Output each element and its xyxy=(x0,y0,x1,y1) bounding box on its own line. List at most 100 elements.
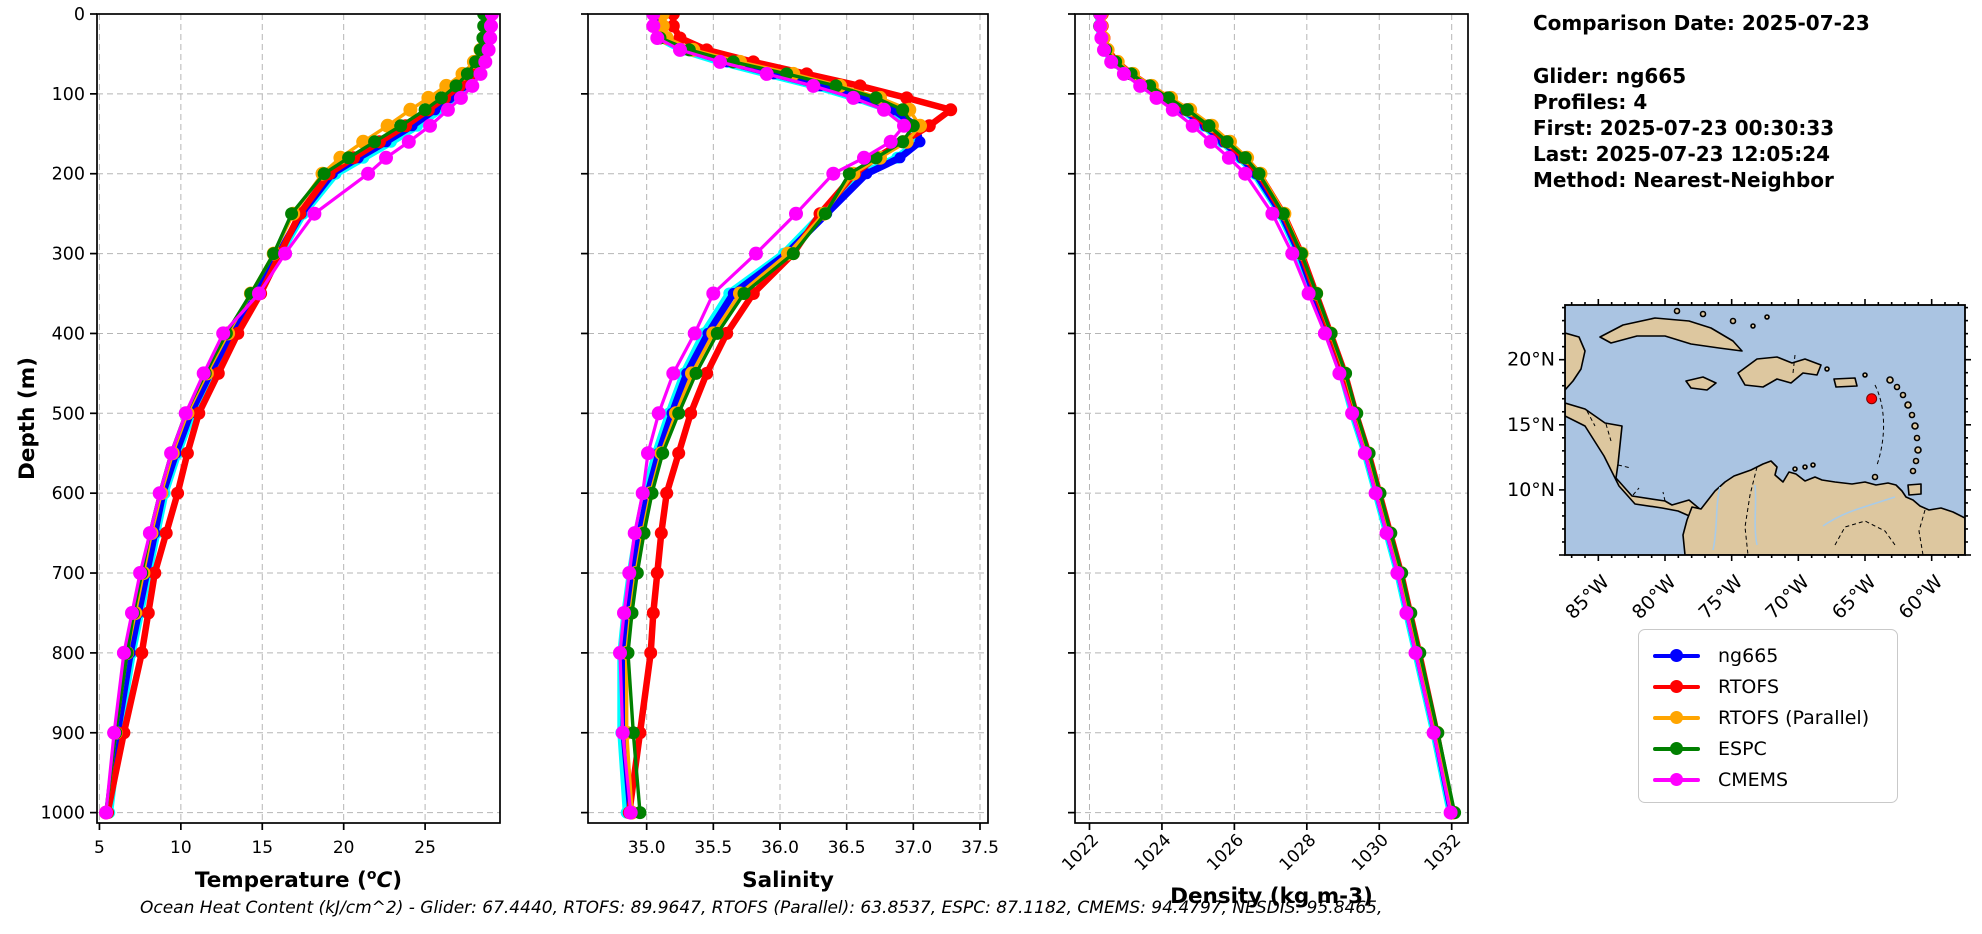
series-marker-rtofs xyxy=(644,646,658,660)
series-marker-espc xyxy=(672,406,686,420)
legend-label: ESPC xyxy=(1718,737,1767,760)
series-marker-cmems xyxy=(646,14,661,21)
series-marker-cmems xyxy=(1357,446,1372,461)
axes-frame xyxy=(1074,13,1469,824)
series-marker-rtofs xyxy=(900,91,914,105)
map-lon-label: 75°W xyxy=(1695,571,1748,624)
series-marker-cmems xyxy=(116,645,131,660)
series-marker-cmems xyxy=(1203,134,1218,149)
series-marker-cmems xyxy=(465,78,480,93)
series-marker-cmems xyxy=(877,102,891,117)
series-marker-cmems xyxy=(713,54,727,69)
series-marker-cmems xyxy=(484,14,499,21)
map-frame xyxy=(1564,304,1966,556)
series-marker-cmems xyxy=(617,606,631,620)
series-marker-rtofs xyxy=(159,526,173,540)
x-tick-label: 1032 xyxy=(1421,830,1466,875)
legend: ng665 RTOFS RTOFS (Parallel) ESPC CMEMS xyxy=(1638,629,1898,803)
x-tick-label: 1030 xyxy=(1348,830,1393,875)
x-tick-label: 20 xyxy=(333,838,355,858)
series-marker-espc xyxy=(317,167,331,181)
legend-item-ng665: ng665 xyxy=(1653,640,1897,671)
series-marker-cmems xyxy=(627,526,642,541)
series-marker-cmems xyxy=(484,19,498,33)
series-marker-espc xyxy=(342,151,356,165)
info-first: First: 2025-07-23 00:30:33 xyxy=(1533,116,1835,140)
x-tick-label: 35.0 xyxy=(628,838,666,858)
series-marker-rtofs xyxy=(211,366,225,380)
map-ticks xyxy=(1559,299,1971,561)
x-tick-label: 35.5 xyxy=(694,838,732,858)
legend-swatch-cmems xyxy=(1653,773,1700,786)
series-marker-espc xyxy=(1276,207,1290,221)
series-marker-espc xyxy=(449,79,463,93)
series-marker-cmems xyxy=(1408,645,1423,660)
legend-label: CMEMS xyxy=(1718,768,1789,791)
legend-swatch-rtofs xyxy=(1653,680,1700,693)
x-tick-label: 1024 xyxy=(1131,830,1176,875)
series-marker-espc xyxy=(869,151,883,165)
series-marker-cmems xyxy=(1104,54,1119,69)
series-marker-cmems xyxy=(1094,31,1109,45)
series-marker-cmems xyxy=(650,31,665,45)
series-marker-cmems xyxy=(401,134,416,149)
series-marker-cmems xyxy=(1390,566,1405,580)
series-marker-cmems xyxy=(613,645,627,660)
x-tick-label: 36.0 xyxy=(761,838,799,858)
series-marker-cmems xyxy=(216,326,231,341)
legend-label: RTOFS xyxy=(1718,675,1780,698)
series-marker-rtofs xyxy=(192,406,206,420)
series-marker-rtofs xyxy=(646,606,660,620)
series-marker-espc xyxy=(842,167,856,181)
series-marker-cmems xyxy=(857,150,871,165)
series-marker-cmems xyxy=(1116,66,1131,81)
series-marker-cmems xyxy=(846,90,861,105)
series-marker-cmems xyxy=(635,486,650,501)
series-marker-cmems xyxy=(651,406,666,421)
y-tick-label: 900 xyxy=(52,724,85,744)
info-panel: Comparison Date: 2025-07-23 Glider: ng66… xyxy=(1533,10,1870,193)
temperature-profile: 5 10 15 20 25 0 100 200 300 400 500 600 700 800 900 100… xyxy=(40,5,501,893)
series-marker-cmems xyxy=(1097,42,1111,57)
series-marker-espc xyxy=(434,91,448,105)
series-marker-rtofs xyxy=(171,486,185,500)
series-marker-cmems xyxy=(1265,206,1280,221)
map-lat-label: 15°N xyxy=(1507,414,1555,436)
series-marker-cmems xyxy=(883,134,898,149)
series-marker-cmems xyxy=(483,31,498,45)
series-marker-rtofs xyxy=(944,103,958,117)
series-marker-cmems xyxy=(1443,805,1458,820)
series-marker-cmems xyxy=(1345,406,1360,421)
y-tick-label: 500 xyxy=(52,404,85,424)
legend-item-espc: ESPC xyxy=(1653,733,1897,764)
series-marker-cmems xyxy=(1332,366,1347,381)
series-marker-cmems xyxy=(706,286,721,301)
series-marker-cmems xyxy=(1285,246,1300,261)
info-method: Method: Nearest-Neighbor xyxy=(1533,168,1834,192)
series-marker-espc xyxy=(710,326,724,340)
x-tick-label: 1022 xyxy=(1058,830,1103,875)
series-marker-cmems xyxy=(107,725,122,740)
y-tick-label: 100 xyxy=(52,85,85,105)
series-marker-espc xyxy=(869,91,883,105)
map-lon-label: 60°W xyxy=(1895,571,1948,624)
series-marker-cmems xyxy=(897,118,911,133)
series-marker-espc xyxy=(418,103,432,117)
map-lon-label: 65°W xyxy=(1828,571,1881,624)
x-axis-label: Temperature (oC) xyxy=(195,867,402,893)
series-marker-espc xyxy=(1252,167,1266,181)
series-marker-rtofs xyxy=(148,566,162,580)
series-marker-cmems xyxy=(749,246,763,261)
map-lat-label: 20°N xyxy=(1507,349,1555,371)
y-tick-label: 0 xyxy=(74,5,85,25)
series-marker-cmems xyxy=(1221,150,1236,165)
x-tick-label: 1028 xyxy=(1276,830,1321,875)
series-marker-cmems xyxy=(1317,326,1332,341)
y-tick-label: 600 xyxy=(52,484,85,504)
legend-swatch-espc xyxy=(1653,742,1700,755)
series-marker-espc xyxy=(818,207,832,221)
series-marker-rtofs xyxy=(672,446,686,460)
series-marker-cmems xyxy=(1133,78,1148,93)
